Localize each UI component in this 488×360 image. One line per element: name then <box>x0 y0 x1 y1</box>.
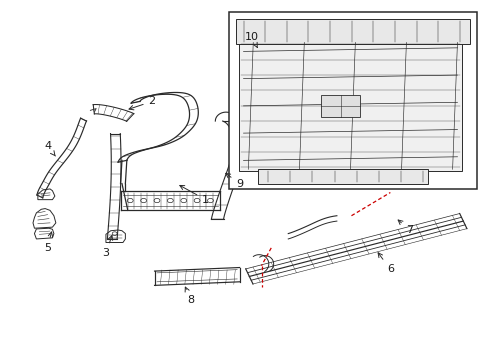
Text: 8: 8 <box>185 287 194 305</box>
Text: 10: 10 <box>244 32 258 48</box>
Text: 2: 2 <box>129 96 155 110</box>
Polygon shape <box>106 230 125 243</box>
Text: 4: 4 <box>44 141 55 156</box>
Bar <box>321 95 360 117</box>
Bar <box>228 12 476 189</box>
Polygon shape <box>38 189 55 200</box>
Polygon shape <box>34 228 54 239</box>
Text: 9: 9 <box>225 174 243 189</box>
Text: 1: 1 <box>180 185 209 204</box>
Text: 7: 7 <box>397 220 412 235</box>
Text: 5: 5 <box>44 232 53 253</box>
Text: 6: 6 <box>377 253 393 274</box>
Bar <box>238 41 461 171</box>
Bar <box>236 18 468 44</box>
Polygon shape <box>33 208 56 228</box>
Text: 3: 3 <box>102 235 112 258</box>
Bar <box>258 168 427 184</box>
